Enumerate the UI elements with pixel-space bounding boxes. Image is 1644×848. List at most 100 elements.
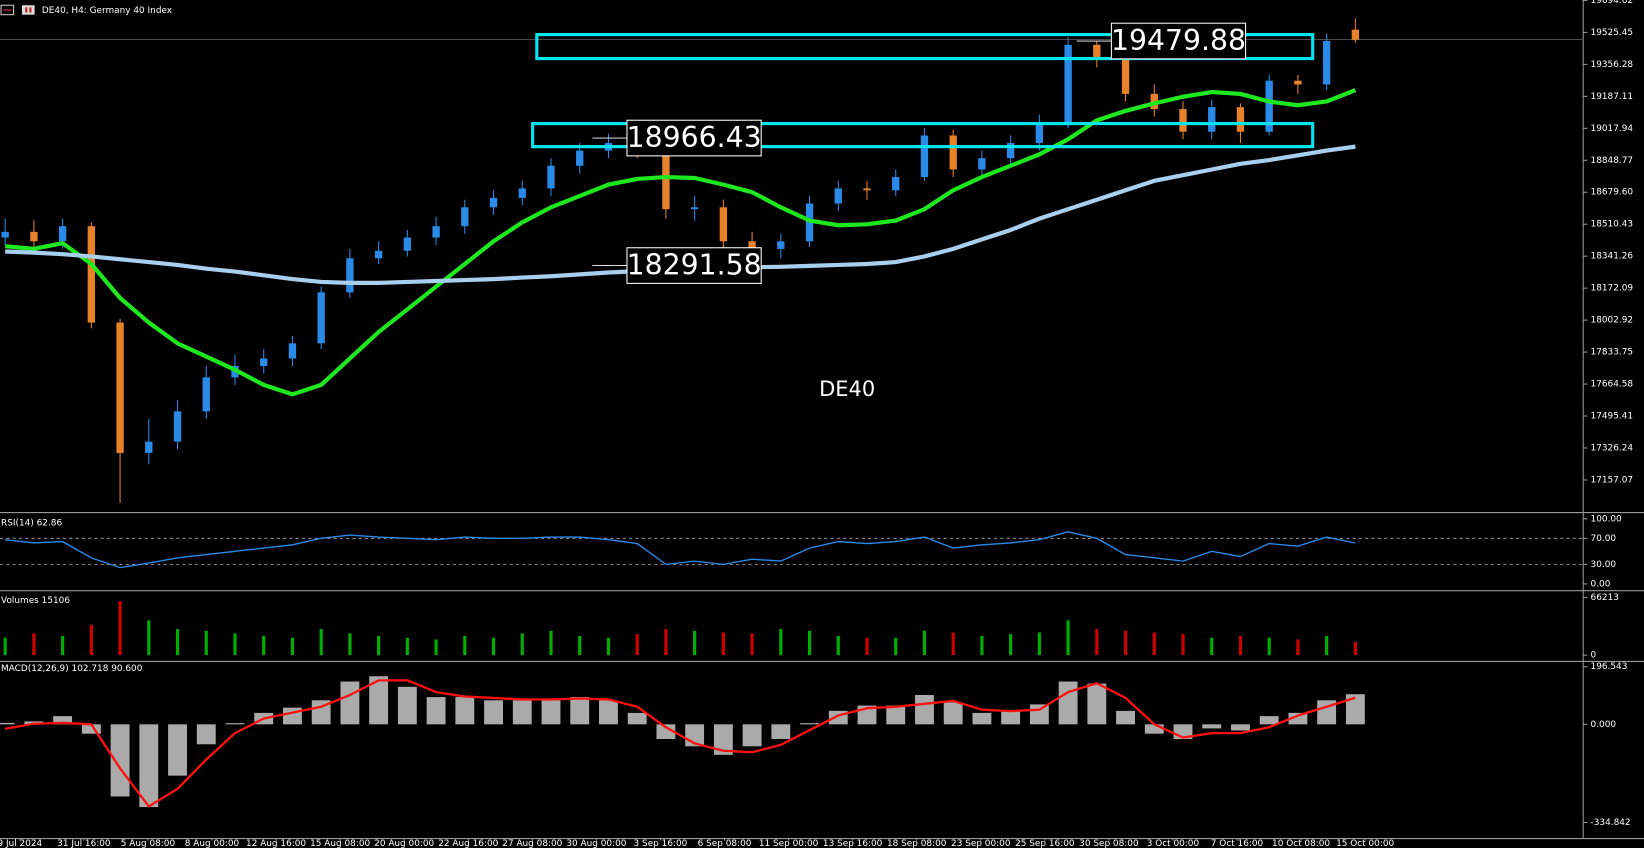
macd-histogram-bar: [541, 700, 561, 725]
macd-histogram-bar: [311, 700, 331, 725]
macd-histogram-bar: [81, 724, 101, 734]
candle-body: [288, 343, 297, 359]
candle-body: [202, 377, 210, 412]
volume-bar: [204, 630, 208, 656]
candle-body: [173, 411, 182, 442]
macd-signal-line: [4, 679, 1356, 808]
volume-bar: [980, 635, 984, 656]
y-tick-label: 19187.11: [1591, 92, 1634, 102]
y-tick-label: 0: [1591, 651, 1597, 661]
candle-body: [403, 237, 412, 251]
y-tick-label: 18002.92: [1591, 316, 1634, 326]
volume-bar: [578, 635, 582, 656]
y-tick-label: 17664.58: [1591, 380, 1634, 390]
zone: [535, 33, 1315, 61]
y-tick-label: 17157.07: [1591, 475, 1634, 485]
candle-body: [777, 241, 785, 249]
volume-bar: [405, 637, 409, 656]
volume-bar: [89, 624, 93, 656]
volume-bar: [520, 633, 524, 656]
zone: [531, 122, 1315, 149]
x-tick-label: 6 Sep 08:00: [698, 839, 752, 848]
candle-body: [145, 441, 153, 453]
candle-body: [949, 135, 957, 170]
candle-body: [690, 207, 699, 210]
x-tick-label: 12 Aug 16:00: [246, 839, 306, 848]
moving-average: [4, 88, 1357, 397]
candle-body: [748, 241, 756, 249]
volume-bar: [290, 637, 295, 656]
volume-bar: [1037, 632, 1041, 656]
x-tick-label: 30 Aug 00:00: [566, 839, 626, 848]
macd-histogram-bar: [53, 716, 73, 725]
level-label: 19479.88: [1111, 24, 1246, 57]
macd-histogram-bar: [512, 700, 532, 725]
level-label-box: [626, 119, 762, 157]
volume-bar: [894, 637, 898, 656]
y-tick-label: 18510.43: [1591, 220, 1634, 230]
candle-body: [719, 207, 728, 242]
volume-bar: [491, 637, 496, 656]
candle-body: [1179, 109, 1187, 132]
volume-bar: [1009, 634, 1013, 656]
candle-body: [1006, 143, 1015, 159]
candle-body: [1294, 80, 1302, 85]
icon: [29, 7, 32, 13]
candle-body: [317, 292, 325, 344]
volume-bar: [865, 637, 869, 656]
macd-histogram-bar: [225, 723, 245, 725]
x-tick-label: 31 Jul 16:00: [57, 839, 111, 848]
y-tick-label: -334.842: [1591, 818, 1631, 828]
volume-bar: [262, 635, 266, 656]
candle-body: [1265, 80, 1273, 132]
macd-histogram-bar: [915, 695, 934, 725]
macd-histogram-bar: [484, 700, 503, 725]
candle-body: [863, 188, 871, 191]
volume-bar: [348, 633, 352, 656]
macd-histogram-bar: [1259, 716, 1279, 725]
macd-histogram-bar: [1116, 710, 1135, 725]
watermark: DE40: [819, 377, 875, 401]
level-label: 18291.58: [627, 249, 762, 282]
candle-body: [1121, 59, 1130, 94]
rsi-title: RSI(14) 62.86: [1, 519, 62, 529]
macd-histogram-bar: [369, 676, 389, 725]
macd-histogram-bar: [656, 724, 676, 739]
candle-body: [978, 158, 986, 170]
volume-bar: [319, 629, 323, 656]
x-tick-label: 5 Aug 08:00: [121, 839, 176, 848]
x-tick-label: 20 Aug 00:00: [374, 839, 434, 848]
candle-body: [1322, 41, 1331, 85]
macd-histogram-bar: [1087, 683, 1107, 725]
volume-bar: [1095, 629, 1099, 656]
candle-body: [1351, 29, 1360, 40]
volume-bar: [807, 630, 812, 656]
candle-body: [920, 135, 929, 178]
macd-histogram-bar: [886, 705, 906, 725]
x-tick-label: 23 Sep 00:00: [951, 839, 1011, 848]
volume-bar: [1238, 635, 1243, 656]
volume-bar: [3, 637, 7, 656]
macd-histogram-bar: [627, 712, 647, 725]
y-tick-label: 17833.75: [1591, 348, 1634, 358]
x-tick-label: 15 Aug 08:00: [310, 839, 370, 848]
candle-body: [346, 258, 354, 293]
icon: [0, 4, 15, 16]
macd-histogram-bar: [599, 700, 618, 725]
x-tick-label: 30 Sep 08:00: [1079, 839, 1139, 848]
candle-body: [892, 177, 900, 191]
candle-body: [518, 188, 526, 198]
volume-title: Volumes 15106: [1, 596, 70, 606]
candle-body: [1064, 44, 1072, 123]
volume-bar: [1066, 620, 1070, 656]
candle-body: [116, 322, 124, 453]
x-tick-label: 8 Aug 00:00: [185, 839, 240, 848]
volume-bar: [233, 633, 237, 656]
volume-bar: [377, 635, 381, 656]
macd-histogram-bar: [771, 724, 791, 739]
rsi-line: [5, 531, 1356, 569]
macd-histogram-bar: [1029, 704, 1049, 725]
volume-bar: [635, 634, 639, 656]
